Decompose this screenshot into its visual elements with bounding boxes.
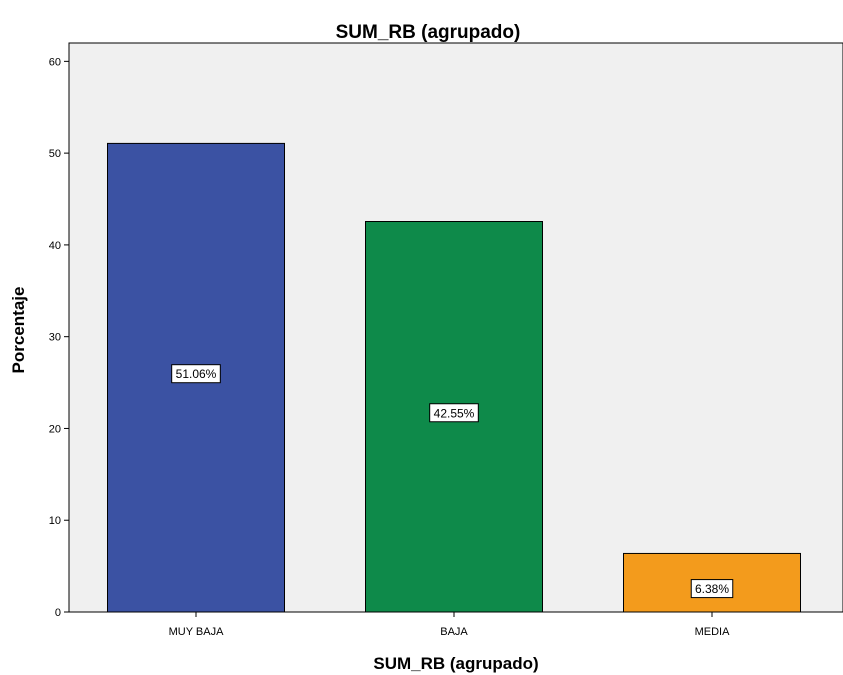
y-tick-label-30: 30 bbox=[49, 332, 61, 344]
y-tick-label-0: 0 bbox=[55, 607, 61, 619]
chart-title: SUM_RB (agrupado) bbox=[336, 22, 521, 43]
y-tick-label-50: 50 bbox=[49, 148, 61, 160]
bars-group: 51.06% 42.55% 6.38% bbox=[107, 142, 801, 613]
y-tick-label-10: 10 bbox=[49, 515, 61, 527]
data-label-3: 6.38% bbox=[695, 582, 729, 596]
x-tick-label-1: MUY BAJA bbox=[169, 626, 224, 638]
x-axis: MUY BAJA BAJA MEDIA bbox=[169, 612, 730, 638]
y-axis-title: Porcentaje bbox=[9, 287, 28, 374]
data-label-2: 42.55% bbox=[434, 406, 475, 420]
data-label-box-3 bbox=[690, 579, 734, 599]
data-label-1: 51.06% bbox=[176, 367, 217, 381]
data-label-box-2 bbox=[429, 403, 479, 423]
x-tick-label-3: MEDIA bbox=[695, 626, 731, 638]
data-label-box-1 bbox=[171, 364, 221, 384]
x-tick-label-2: BAJA bbox=[440, 626, 468, 638]
y-tick-label-60: 60 bbox=[49, 56, 61, 68]
y-axis: 0 10 20 30 40 50 60 bbox=[49, 56, 69, 619]
y-tick-label-20: 20 bbox=[49, 423, 61, 435]
y-tick-label-40: 40 bbox=[49, 240, 61, 252]
x-axis-title: SUM_RB (agrupado) bbox=[373, 654, 538, 673]
